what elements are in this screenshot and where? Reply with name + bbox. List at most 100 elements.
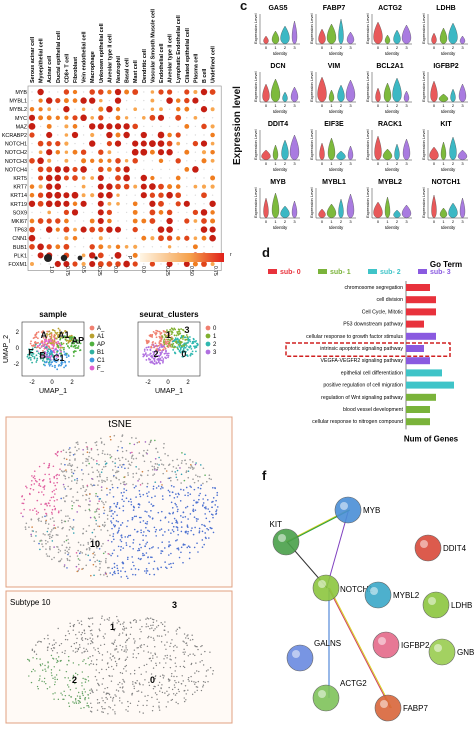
umap-point [157, 357, 160, 360]
umap-point [40, 346, 43, 348]
dotplot-dot [158, 200, 164, 207]
tsne-point [136, 531, 138, 533]
subtype-point [125, 709, 127, 711]
tsne-point [75, 499, 78, 502]
tsne-point [106, 514, 109, 517]
dotplot-row-label: KRT19 [10, 202, 27, 208]
tsne-point [191, 466, 194, 469]
umap-point [49, 332, 52, 335]
violin-shape [318, 208, 326, 219]
network-node [422, 591, 450, 619]
subtype-point [64, 638, 67, 641]
tsne-point [77, 541, 80, 544]
subtype-point [123, 680, 125, 682]
tsne-point [49, 535, 51, 538]
tsne-point [201, 530, 204, 533]
umap-point [33, 336, 36, 339]
subtype-point [115, 645, 118, 647]
violin-shape [449, 136, 457, 161]
subtype-point [154, 675, 157, 678]
dotplot-dot [186, 177, 188, 179]
subtype-point [186, 635, 188, 637]
tsne-point [120, 524, 122, 526]
dotplot-dot [203, 168, 205, 171]
tsne-point [119, 549, 122, 551]
tsne-point [92, 556, 95, 559]
tsne-point [141, 470, 144, 473]
umap-point [57, 334, 59, 336]
dotplot-dot [134, 168, 136, 171]
umap-point [178, 328, 181, 331]
tsne-point [182, 516, 184, 519]
tsne-point [53, 556, 55, 559]
subtype-point [114, 648, 116, 650]
dotplot-dot [30, 262, 34, 266]
subtype-point [70, 645, 73, 648]
dotplot-dot [98, 236, 103, 241]
tsne-point [135, 515, 137, 518]
violin-tick: 2 [452, 103, 455, 108]
tsne-point [170, 552, 172, 555]
tsne-point [82, 528, 85, 530]
tsne-point [177, 492, 180, 495]
subtype-point [105, 692, 108, 694]
dotplot-dot [82, 237, 85, 239]
network-node [334, 496, 362, 524]
violin-shape [393, 29, 401, 45]
tsne-point [82, 494, 84, 497]
tsne-point [96, 547, 98, 549]
tsne-point [39, 548, 41, 551]
go-legend-label: sub- 1 [330, 269, 351, 276]
dotplot-dot [143, 228, 145, 231]
tsne-point [157, 568, 159, 571]
tsne-point [196, 542, 198, 545]
umap-point [180, 346, 182, 349]
dotplot-dot [125, 151, 128, 153]
umap-point [55, 355, 58, 358]
tsne-point [35, 513, 38, 515]
go-bar [406, 369, 442, 377]
dotplot-dot [55, 227, 60, 232]
color-legend-value: 0.75 [212, 266, 218, 276]
tsne-point [167, 521, 170, 523]
umap-point [184, 330, 187, 333]
umap-point [150, 355, 152, 358]
subtype-point [114, 639, 116, 641]
tsne-point [142, 493, 145, 496]
dotplot-dot [80, 114, 87, 122]
tsne-point [215, 509, 218, 511]
go-term-label: positive regulation of cell migration [323, 383, 403, 389]
tsne-point [188, 466, 190, 469]
dotplot-dot [39, 125, 42, 128]
dotplot-dot [46, 123, 52, 129]
tsne-point [130, 437, 133, 439]
subtype-point [127, 710, 129, 712]
umap-point [177, 340, 179, 343]
tsne-point [202, 498, 204, 500]
tsne-point [103, 509, 106, 512]
umap-point [29, 358, 32, 361]
subtype-point [140, 631, 142, 633]
dotplot-dot [125, 108, 128, 110]
tsne-point [42, 533, 45, 535]
umap-point [148, 346, 150, 348]
tsne-point [117, 520, 120, 523]
subtype-point [111, 665, 113, 668]
dotplot-dot [72, 124, 78, 129]
subtype-point [40, 664, 42, 667]
subtype-point [197, 680, 200, 683]
tsne-point [215, 499, 217, 502]
subtype-point [92, 691, 94, 694]
dotplot-dot [28, 234, 36, 242]
subtype-point [125, 664, 128, 667]
violin-y-label: Expression Level [253, 13, 258, 44]
subtype-point [91, 641, 93, 643]
dotplot-dot [97, 252, 104, 259]
tsne-point [192, 504, 195, 507]
subtype-point [74, 699, 77, 701]
subtype-point [154, 677, 156, 680]
subtype-point [87, 643, 89, 645]
tsne-point [151, 556, 153, 559]
subtype-point [191, 634, 193, 636]
umap-point [66, 345, 69, 347]
